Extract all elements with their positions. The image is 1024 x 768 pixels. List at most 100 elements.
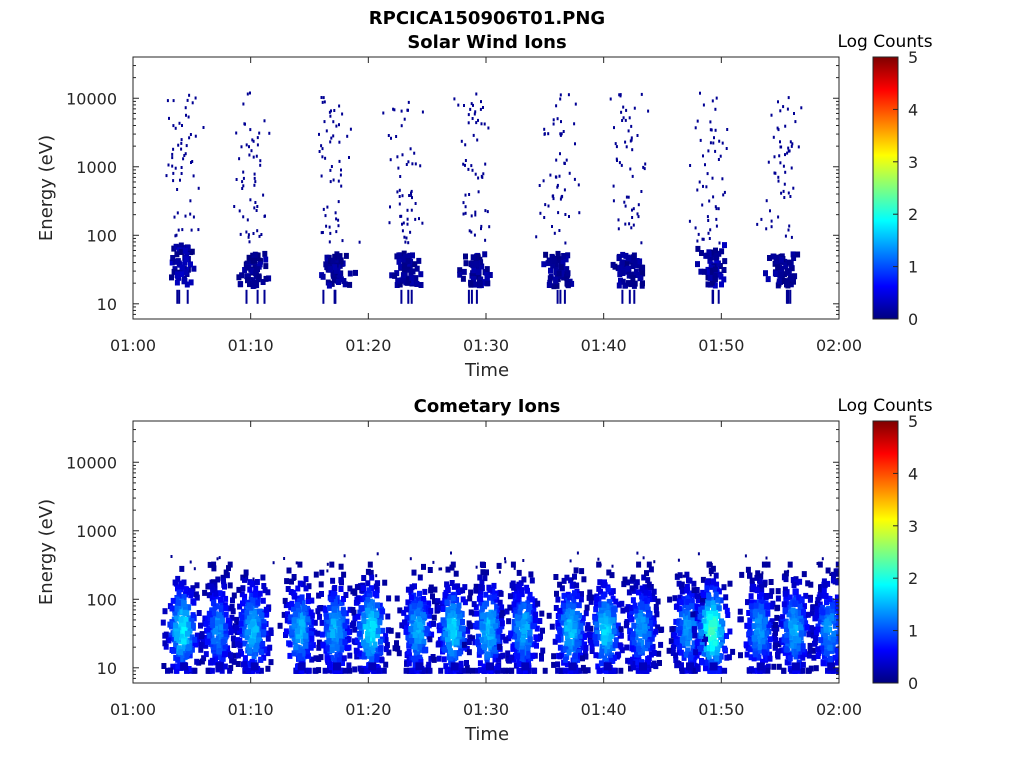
heatmap-cell bbox=[474, 610, 480, 617]
heatmap-cell bbox=[646, 655, 652, 662]
heatmap-cell bbox=[525, 644, 531, 651]
heatmap-cell bbox=[291, 605, 296, 612]
heatmap-cell bbox=[238, 620, 244, 627]
heatmap-cell bbox=[329, 561, 335, 568]
heatmap-cell bbox=[564, 625, 570, 632]
heatmap-cell bbox=[258, 656, 264, 663]
heatmap-cell bbox=[784, 278, 790, 285]
heatmap-cell bbox=[491, 582, 497, 589]
heatmap-cell bbox=[253, 649, 259, 656]
heatmap-cell bbox=[436, 604, 442, 611]
heatmap-cell bbox=[487, 126, 490, 130]
heatmap-cell bbox=[580, 655, 585, 662]
heatmap-cell bbox=[262, 250, 268, 257]
heatmap-cell bbox=[794, 632, 800, 639]
heatmap-cell bbox=[175, 656, 181, 663]
heatmap-cell bbox=[646, 612, 652, 619]
heatmap-cell bbox=[599, 648, 605, 655]
heatmap-cell bbox=[684, 571, 690, 578]
heatmap-cell bbox=[300, 638, 306, 645]
heatmap-cell bbox=[559, 619, 565, 626]
heatmap-cell bbox=[184, 630, 190, 637]
heatmap-cell bbox=[630, 254, 636, 261]
heatmap-cell bbox=[309, 618, 315, 625]
heatmap-cell bbox=[216, 642, 222, 649]
heatmap-cell bbox=[256, 143, 259, 147]
heatmap-cell bbox=[401, 609, 407, 616]
heatmap-cell bbox=[403, 235, 406, 239]
heatmap-cell bbox=[750, 612, 755, 619]
heatmap-cell bbox=[429, 631, 435, 638]
heatmap-cell bbox=[611, 564, 614, 568]
heatmap-cell bbox=[707, 219, 710, 222]
heatmap-cell bbox=[245, 277, 250, 284]
heatmap-cell bbox=[539, 655, 544, 662]
heatmap-cell bbox=[468, 193, 471, 196]
heatmap-cell bbox=[178, 248, 184, 255]
heatmap-cell bbox=[260, 574, 266, 581]
heatmap-cell bbox=[461, 268, 467, 275]
heatmap-cell bbox=[556, 289, 559, 304]
heatmap-cell bbox=[757, 612, 763, 619]
heatmap-cell bbox=[697, 232, 700, 236]
heatmap-cell bbox=[312, 619, 318, 626]
heatmap-cell bbox=[693, 649, 699, 656]
heatmap-cell bbox=[817, 601, 823, 608]
heatmap-cell bbox=[760, 658, 765, 665]
heatmap-cell bbox=[416, 257, 422, 264]
heatmap-cell bbox=[688, 667, 694, 674]
x-axis-label: Time bbox=[464, 360, 509, 381]
heatmap-cell bbox=[252, 257, 258, 264]
heatmap-cell bbox=[751, 583, 756, 590]
heatmap-cell bbox=[383, 646, 389, 653]
heatmap-cell bbox=[482, 106, 484, 109]
heatmap-cell bbox=[178, 121, 181, 125]
heatmap-cell bbox=[317, 613, 322, 620]
heatmap-cell bbox=[409, 274, 415, 281]
heatmap-cell bbox=[656, 650, 662, 657]
heatmap-cell bbox=[330, 165, 333, 168]
heatmap-cell bbox=[771, 663, 777, 670]
heatmap-cell bbox=[361, 612, 367, 619]
heatmap-cell bbox=[176, 211, 179, 215]
heatmap-cell bbox=[630, 124, 633, 128]
heatmap-cell bbox=[678, 649, 684, 656]
heatmap-cell bbox=[602, 635, 608, 642]
heatmap-cell bbox=[249, 91, 251, 95]
heatmap-cell bbox=[688, 630, 694, 637]
heatmap-cell bbox=[220, 591, 226, 598]
heatmap-cell bbox=[446, 643, 452, 650]
heatmap-cell bbox=[706, 215, 709, 219]
heatmap-cell bbox=[597, 557, 600, 561]
heatmap-cell bbox=[631, 148, 634, 152]
heatmap-cell bbox=[435, 598, 441, 605]
heatmap-cell bbox=[223, 605, 229, 612]
heatmap-cell bbox=[244, 609, 250, 616]
heatmap-cell bbox=[533, 634, 539, 641]
heatmap-cell bbox=[642, 584, 648, 591]
heatmap-cell bbox=[674, 573, 680, 580]
x-tick-label: 01:40 bbox=[581, 336, 627, 355]
heatmap-cell bbox=[845, 637, 850, 643]
heatmap-cell bbox=[173, 642, 179, 649]
heatmap-cell bbox=[627, 628, 633, 635]
heatmap-cell bbox=[261, 583, 267, 589]
heatmap-cell bbox=[238, 209, 241, 213]
heatmap-cell bbox=[484, 569, 489, 576]
heatmap-cell bbox=[395, 632, 401, 639]
heatmap-cell bbox=[789, 650, 795, 657]
heatmap-cell bbox=[779, 647, 785, 654]
heatmap-cell bbox=[599, 624, 605, 631]
heatmap-cell bbox=[414, 202, 417, 205]
heatmap-cell bbox=[316, 592, 322, 599]
heatmap-cell bbox=[771, 253, 777, 260]
heatmap-cell bbox=[624, 644, 630, 651]
heatmap-cell bbox=[604, 657, 610, 664]
heatmap-cell bbox=[417, 574, 423, 581]
heatmap-cell bbox=[338, 140, 341, 144]
heatmap-cell bbox=[295, 632, 301, 639]
heatmap-cell bbox=[210, 617, 216, 624]
heatmap-cell bbox=[471, 168, 474, 172]
heatmap-cell bbox=[181, 638, 186, 645]
heatmap-cell bbox=[705, 185, 708, 189]
